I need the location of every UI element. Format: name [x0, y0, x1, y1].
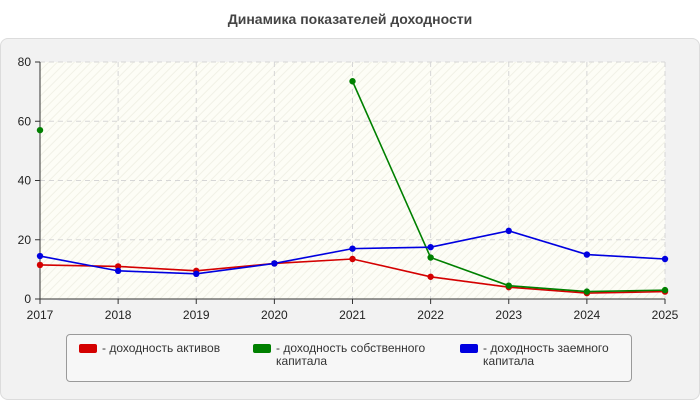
- series-point-2: [271, 260, 278, 267]
- series-point-2: [349, 245, 356, 252]
- series-point-1: [505, 282, 512, 289]
- series-point-2: [661, 255, 669, 263]
- legend-swatch-equity: [253, 344, 271, 353]
- x-tick-label: 2017: [27, 308, 54, 322]
- series-lines: [36, 78, 669, 297]
- grid: [40, 61, 666, 299]
- y-tick-label: 60: [18, 114, 32, 128]
- series-point-0: [114, 263, 122, 270]
- x-tick-label: 2022: [417, 308, 444, 322]
- series-point-0: [36, 261, 44, 269]
- axes: [35, 61, 666, 304]
- series-point-1: [349, 78, 356, 85]
- legend-label-borrowed: - доходность заемного капитала: [483, 341, 609, 368]
- tick-labels: 0 20 40 60 80 2017 2018 2019 2020 2021 2022 2023 202…: [18, 55, 679, 322]
- x-tick-label: 2023: [495, 308, 522, 322]
- series-point-2: [505, 227, 512, 235]
- y-tick-label: 40: [18, 174, 32, 188]
- legend: - доходность активов - доходность собств…: [66, 334, 632, 382]
- y-tick-label: 20: [18, 233, 32, 247]
- series-point-1: [583, 288, 591, 295]
- series-point-0: [427, 273, 434, 280]
- x-tick-label: 2019: [183, 308, 210, 322]
- x-tick-label: 2018: [105, 308, 132, 322]
- x-tick-label: 2020: [261, 308, 288, 322]
- series-point-1: [661, 286, 669, 294]
- chart-title: Динамика показателей доходности: [227, 11, 473, 27]
- series-point-0: [349, 255, 356, 263]
- series-point-1: [427, 254, 434, 261]
- series-point-2: [193, 270, 200, 278]
- x-tick-label: 2024: [574, 308, 601, 322]
- legend-swatch-assets: [79, 344, 97, 353]
- legend-swatch-borrowed: [460, 344, 478, 353]
- y-tick-label: 80: [18, 55, 32, 69]
- series-point-2: [114, 267, 122, 275]
- legend-label-equity: - доходность собственного капитала: [276, 341, 426, 368]
- y-tick-label: 0: [24, 292, 31, 306]
- x-tick-label: 2025: [652, 308, 679, 322]
- series-point-2: [427, 243, 434, 251]
- series-point-2: [36, 252, 44, 260]
- series-point-2: [583, 251, 591, 258]
- legend-label-assets: - доходность активов: [102, 341, 221, 355]
- x-tick-label: 2021: [339, 308, 366, 322]
- series-point-1: [36, 126, 44, 134]
